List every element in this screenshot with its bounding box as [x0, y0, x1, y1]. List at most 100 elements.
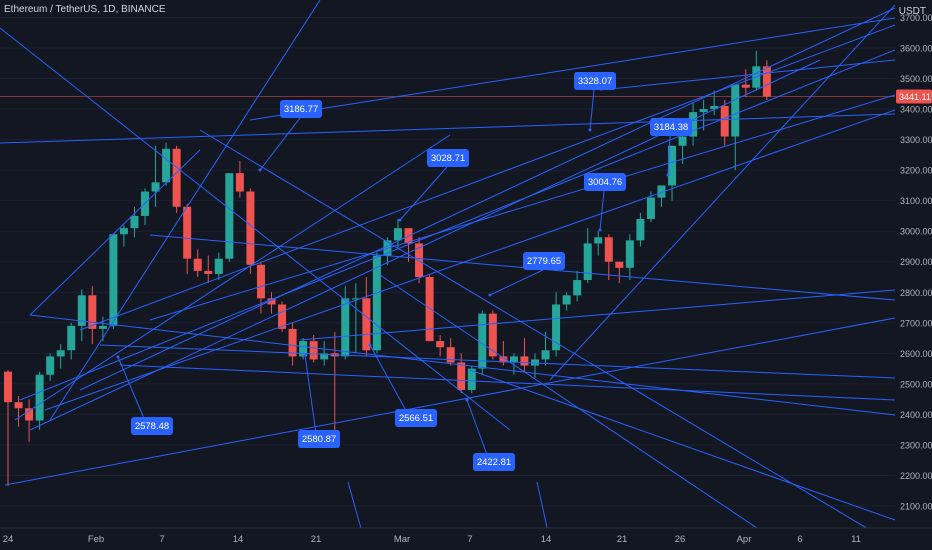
candle-body — [98, 325, 107, 329]
annotation-label: 2779.65 — [527, 256, 561, 267]
trendline — [29, 314, 896, 416]
annotation-box — [574, 72, 616, 90]
x-tick-label: 7 — [467, 534, 472, 545]
candle-body — [625, 240, 634, 268]
y-tick-label: 2500.00 — [900, 379, 932, 389]
candle-body — [56, 350, 65, 357]
x-tick-label: 26 — [675, 534, 686, 545]
annotation-box — [395, 409, 437, 427]
annotation-anchor — [398, 218, 402, 222]
y-tick-label: 2800.00 — [900, 288, 932, 298]
x-tick-label: 21 — [311, 534, 322, 545]
annotation-box — [427, 149, 469, 167]
annotation-anchor — [488, 293, 492, 297]
trendlines — [0, 0, 896, 546]
current-price-value: 3441.11 — [899, 92, 931, 102]
time-axis: 24 Feb 7 14 21 Mar 7 14 21 26 Apr 6 11 — [0, 527, 932, 550]
candle-body — [341, 298, 350, 357]
annotation-box — [650, 118, 692, 136]
candle-body — [351, 298, 360, 300]
trendline — [0, 113, 896, 144]
x-tick-label: Mar — [394, 534, 410, 545]
candle-body — [172, 148, 181, 207]
trendline — [49, 0, 321, 421]
annotation-label: 3328.07 — [578, 76, 612, 87]
annotation-leader — [599, 190, 605, 231]
annotation-box — [473, 453, 515, 471]
candle-body — [710, 106, 719, 110]
candle-body — [267, 298, 276, 305]
candle-body — [731, 84, 740, 137]
candle-body — [531, 359, 539, 366]
candle-body — [35, 374, 44, 421]
candle-body — [193, 258, 202, 271]
y-tick-label: 3200.00 — [900, 166, 932, 176]
x-tick-label: 24 — [3, 534, 14, 545]
trendline — [99, 344, 896, 379]
x-tick-label: 14 — [541, 534, 552, 545]
annotation-leader — [589, 89, 595, 131]
trendline — [29, 149, 201, 316]
candle-body — [119, 228, 128, 235]
trendline — [29, 59, 821, 431]
annotation-leader — [259, 117, 301, 171]
candle-body — [436, 341, 445, 348]
annotation-anchor — [258, 168, 262, 172]
candle-body — [183, 206, 192, 259]
candle-body — [415, 243, 424, 277]
candle-body — [130, 215, 139, 229]
current-price-tag — [896, 89, 932, 104]
annotation-anchor — [368, 343, 372, 347]
x-tick-label: Apr — [737, 534, 752, 545]
candle-body — [425, 277, 434, 342]
candle-body — [594, 237, 603, 244]
candle-body — [4, 371, 12, 403]
y-tick-label: 2200.00 — [900, 471, 932, 481]
candle-body — [278, 304, 287, 329]
candle-body — [309, 341, 318, 360]
candle-body — [583, 243, 592, 281]
candle-body — [77, 295, 86, 326]
candles — [4, 51, 771, 487]
candle-body — [541, 350, 550, 360]
x-tick-label: 6 — [797, 534, 802, 545]
y-tick-label: 2400.00 — [900, 410, 932, 420]
x-tick-label: 11 — [851, 534, 861, 545]
trendline — [599, 59, 896, 91]
annotation-leader — [667, 135, 671, 176]
candle-body — [509, 356, 518, 363]
annotation-anchor — [465, 398, 469, 402]
candle-body — [109, 234, 118, 326]
y-tick-label: 3700.00 — [900, 13, 932, 23]
x-tick-label: Feb — [88, 534, 104, 545]
candle-body — [699, 109, 708, 113]
annotation-box — [280, 100, 322, 118]
x-tick-label: 7 — [159, 534, 164, 545]
arrow-line — [536, 481, 549, 533]
annotation-label: 3004.76 — [588, 177, 622, 188]
annotation-box — [584, 173, 626, 191]
candle-body — [552, 304, 561, 351]
candle-body — [14, 402, 23, 409]
candle-body — [668, 145, 677, 186]
annotation-box — [298, 430, 340, 448]
candle-body — [646, 197, 655, 219]
candle-body — [720, 106, 729, 137]
trendline — [19, 49, 896, 401]
y-tick-label: 2900.00 — [900, 257, 932, 267]
price-unit-label: USDT — [898, 6, 926, 17]
y-tick-label: 2300.00 — [900, 440, 932, 450]
candle-body — [25, 408, 34, 421]
trendline — [79, 24, 896, 331]
y-tick-label: 3500.00 — [900, 74, 932, 84]
price-axis: 2100.00 2200.00 2300.00 2400.00 2500.00 2600.… — [896, 13, 932, 512]
annotation-box — [131, 417, 173, 435]
x-tick-label: 21 — [617, 534, 628, 545]
candle-body — [573, 280, 582, 296]
candle-body — [320, 353, 329, 360]
trendline — [469, 369, 896, 521]
trendline — [249, 17, 896, 121]
annotation-leader — [489, 269, 544, 296]
candle-body — [256, 264, 265, 299]
